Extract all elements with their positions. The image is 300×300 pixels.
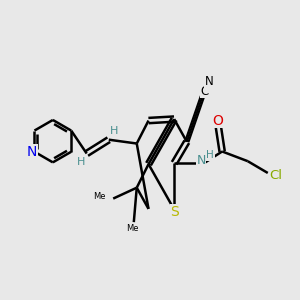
- Text: C: C: [201, 85, 209, 98]
- Text: Me: Me: [126, 224, 139, 233]
- Text: Me: Me: [93, 192, 106, 201]
- Text: H: H: [77, 158, 86, 167]
- Text: H: H: [110, 126, 118, 136]
- Text: N: N: [27, 145, 37, 159]
- Text: S: S: [170, 205, 179, 219]
- Text: O: O: [212, 114, 223, 128]
- Text: N: N: [196, 154, 206, 167]
- Text: H: H: [206, 150, 214, 160]
- Text: N: N: [205, 75, 213, 88]
- Text: Cl: Cl: [269, 169, 283, 182]
